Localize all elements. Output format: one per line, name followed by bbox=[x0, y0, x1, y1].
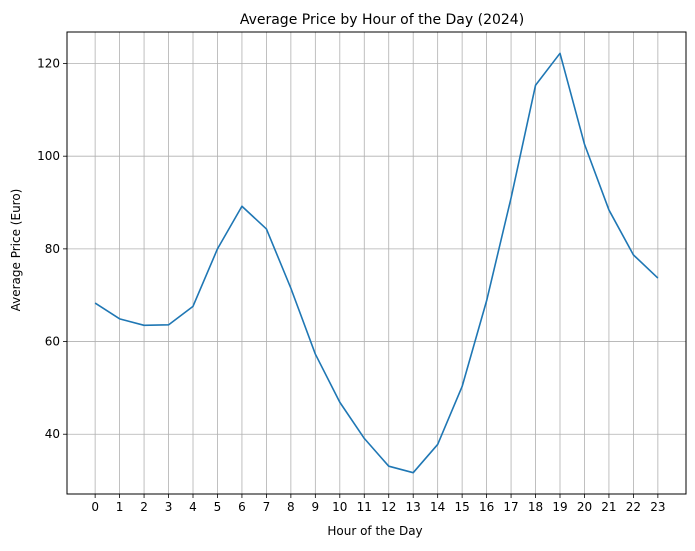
x-tick-label: 21 bbox=[601, 500, 616, 514]
x-tick-label: 12 bbox=[381, 500, 396, 514]
x-tick-label: 20 bbox=[577, 500, 592, 514]
x-tick-label: 17 bbox=[503, 500, 518, 514]
x-tick-label: 7 bbox=[263, 500, 271, 514]
x-tick-label: 5 bbox=[214, 500, 222, 514]
x-tick-label: 13 bbox=[406, 500, 421, 514]
y-tick-label: 80 bbox=[45, 242, 60, 256]
x-axis-label: Hour of the Day bbox=[327, 524, 422, 538]
x-tick-label: 9 bbox=[312, 500, 320, 514]
x-tick-label: 23 bbox=[650, 500, 665, 514]
chart-title: Average Price by Hour of the Day (2024) bbox=[240, 12, 524, 28]
y-axis-label: Average Price (Euro) bbox=[9, 189, 23, 312]
x-tick-label: 1 bbox=[116, 500, 124, 514]
x-tick-label: 4 bbox=[189, 500, 197, 514]
x-tick-label: 19 bbox=[552, 500, 567, 514]
x-tick-label: 0 bbox=[91, 500, 99, 514]
x-tick-label: 16 bbox=[479, 500, 494, 514]
x-tick-label: 22 bbox=[626, 500, 641, 514]
y-tick-label: 120 bbox=[37, 57, 60, 71]
x-tick-label: 15 bbox=[454, 500, 469, 514]
x-tick-label: 6 bbox=[238, 500, 246, 514]
y-tick-label: 100 bbox=[37, 149, 60, 163]
y-tick-label: 40 bbox=[45, 427, 60, 441]
x-tick-label: 2 bbox=[140, 500, 148, 514]
x-tick-label: 14 bbox=[430, 500, 445, 514]
x-tick-label: 18 bbox=[528, 500, 543, 514]
x-tick-label: 8 bbox=[287, 500, 295, 514]
x-tick-label: 10 bbox=[332, 500, 347, 514]
x-tick-label: 3 bbox=[165, 500, 173, 514]
x-tick-label: 11 bbox=[357, 500, 372, 514]
y-tick-label: 60 bbox=[45, 335, 60, 349]
